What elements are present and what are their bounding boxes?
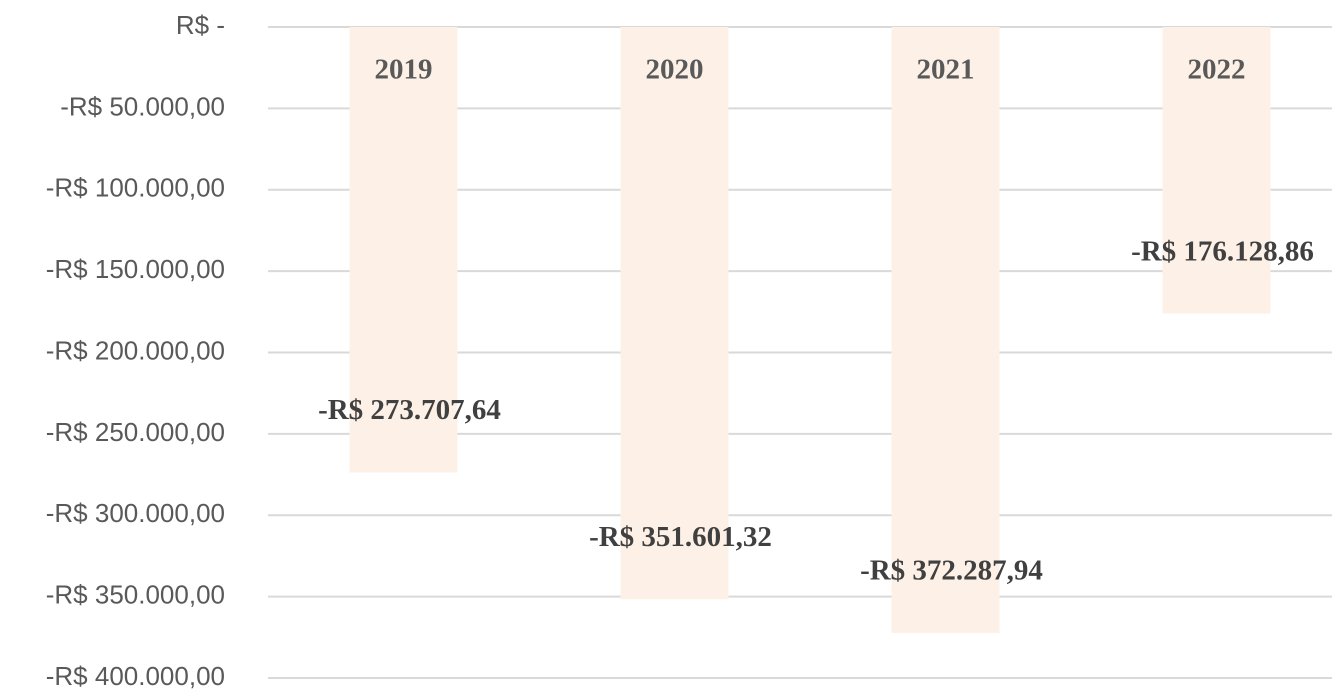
bar	[891, 27, 1000, 633]
bar	[1162, 27, 1271, 314]
y-tick-label: -R$ 250.000,00	[46, 417, 225, 447]
bar	[349, 27, 458, 473]
data-label: -R$ 351.601,32	[589, 521, 772, 553]
y-tick-label: -R$ 150.000,00	[46, 254, 225, 284]
data-label: -R$ 273.707,64	[318, 394, 501, 426]
bar	[620, 27, 729, 600]
y-tick-label: -R$ 300.000,00	[46, 498, 225, 528]
category-label: 2020	[646, 54, 704, 86]
data-label: -R$ 372.287,94	[860, 555, 1043, 587]
category-label: 2022	[1188, 54, 1246, 86]
y-tick-label: -R$ 350.000,00	[46, 580, 225, 610]
y-tick-label: -R$ 200.000,00	[46, 335, 225, 365]
y-tick-label: R$ -	[176, 10, 225, 40]
category-label: 2019	[375, 54, 433, 86]
y-tick-label: -R$ 100.000,00	[46, 173, 225, 203]
data-label: -R$ 176.128,86	[1131, 235, 1314, 267]
category-label: 2021	[917, 54, 975, 86]
y-tick-label: -R$ 400.000,00	[46, 661, 225, 691]
y-tick-label: -R$ 50.000,00	[60, 91, 225, 121]
